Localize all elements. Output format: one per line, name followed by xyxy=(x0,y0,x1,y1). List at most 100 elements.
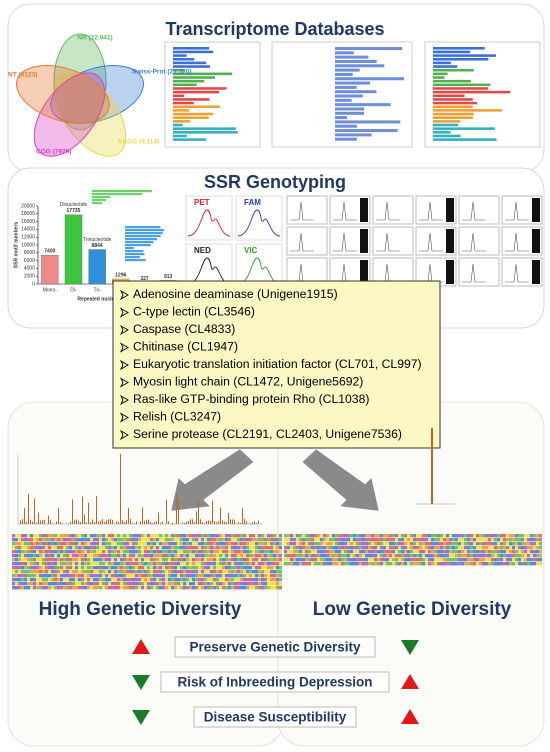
alignment-cell xyxy=(422,546,425,550)
alignment-cell xyxy=(180,538,183,542)
alignment-cell xyxy=(87,578,90,582)
alignment-cell xyxy=(539,538,542,542)
alignment-cell xyxy=(81,554,84,558)
alignment-cell xyxy=(362,546,365,550)
alignment-cell xyxy=(75,570,78,574)
alignment-cell xyxy=(210,542,213,546)
alignment-cell xyxy=(437,562,440,566)
alignment-cell xyxy=(90,582,93,586)
alignment-cell xyxy=(27,534,30,538)
alignment-cell xyxy=(102,554,105,558)
alignment-cell xyxy=(33,582,36,586)
alignment-cell xyxy=(96,534,99,538)
alignment-cell xyxy=(536,562,539,566)
alignment-cell xyxy=(527,550,530,554)
alignment-cell xyxy=(138,534,141,538)
alignment-cell xyxy=(515,542,518,546)
alignment-cell xyxy=(57,582,60,586)
alignment-cell xyxy=(123,566,126,570)
alignment-cell xyxy=(144,554,147,558)
alignment-cell xyxy=(317,534,320,538)
alignment-cell xyxy=(12,546,15,550)
alignment-cell xyxy=(195,534,198,538)
comparison-box xyxy=(174,636,376,658)
gel-trace xyxy=(376,201,400,221)
alignment-cell xyxy=(156,574,159,578)
hist-spike xyxy=(166,499,167,524)
alignment-cell xyxy=(96,542,99,546)
alignment-cell xyxy=(341,542,344,546)
alignment-cell xyxy=(234,558,237,562)
alignment-cell xyxy=(287,558,290,562)
alignment-cell xyxy=(461,562,464,566)
alignment-cell xyxy=(99,550,102,554)
alignment-cell xyxy=(195,546,198,550)
alignment-cell xyxy=(455,542,458,546)
alignment-cell xyxy=(90,562,93,566)
alignment-cell xyxy=(443,538,446,542)
alignment-cell xyxy=(135,554,138,558)
alignment-cell xyxy=(72,554,75,558)
alignment-cell xyxy=(255,586,258,590)
hist-spike xyxy=(214,520,215,524)
alignment-cell xyxy=(192,574,195,578)
alignment-cell xyxy=(395,550,398,554)
alignment-cell xyxy=(413,554,416,558)
alignment-cell xyxy=(75,534,78,538)
alignment-cell xyxy=(383,542,386,546)
alignment-cell xyxy=(204,554,207,558)
low-title: Low Genetic Diversity xyxy=(313,599,512,620)
alignment-cell xyxy=(24,546,27,550)
alignment-cell xyxy=(488,542,491,546)
alignment-cell xyxy=(279,558,282,562)
alignment-cell xyxy=(494,546,497,550)
hist-spike xyxy=(252,522,253,524)
alignment-cell xyxy=(213,574,216,578)
gene-item: C-type lectin (CL3546) xyxy=(133,305,255,319)
bullet xyxy=(119,342,129,353)
gene-box xyxy=(112,280,441,449)
alignment-cell xyxy=(15,578,18,582)
alignment-cell xyxy=(90,538,93,542)
alignment-cell xyxy=(90,578,93,582)
alignment-cell xyxy=(299,550,302,554)
alignment-cell xyxy=(290,562,293,566)
alignment-cell xyxy=(231,578,234,582)
thumb-bar xyxy=(335,98,352,102)
alignment-cell xyxy=(57,550,60,554)
alignment-cell xyxy=(491,558,494,562)
alignment-cell xyxy=(114,562,117,566)
alignment-cell xyxy=(240,574,243,578)
alignment-cell xyxy=(273,586,276,590)
alignment-cell xyxy=(60,578,63,582)
alignment-cell xyxy=(368,562,371,566)
alignment-cell xyxy=(66,574,69,578)
alignment-cell xyxy=(377,538,380,542)
alignment-cell xyxy=(168,546,171,550)
alignment-cell xyxy=(446,538,449,542)
alignment-cell xyxy=(120,586,123,590)
alignment-cell xyxy=(198,562,201,566)
alignment-cell xyxy=(482,542,485,546)
alignment-cell xyxy=(267,534,270,538)
hist-spike xyxy=(142,507,143,524)
alignment-cell xyxy=(210,538,213,542)
hist-spike xyxy=(234,519,235,524)
alignment-cell xyxy=(42,550,45,554)
alignment-cell xyxy=(216,534,219,538)
alignment-cell xyxy=(341,534,344,538)
alignment-cell xyxy=(192,578,195,582)
alignment-cell xyxy=(198,558,201,562)
alignment-cell xyxy=(446,562,449,566)
alignment-cell xyxy=(494,562,497,566)
hist-spike xyxy=(158,512,159,524)
alignment-cell xyxy=(99,554,102,558)
alignment-cell xyxy=(36,578,39,582)
alignment-cell xyxy=(219,566,222,570)
alignment-cell xyxy=(518,546,521,550)
alignment-cell xyxy=(84,550,87,554)
alignment-cell xyxy=(341,558,344,562)
alignment-cell xyxy=(296,546,299,550)
alignment-cell xyxy=(180,570,183,574)
hist-spike xyxy=(124,521,125,524)
